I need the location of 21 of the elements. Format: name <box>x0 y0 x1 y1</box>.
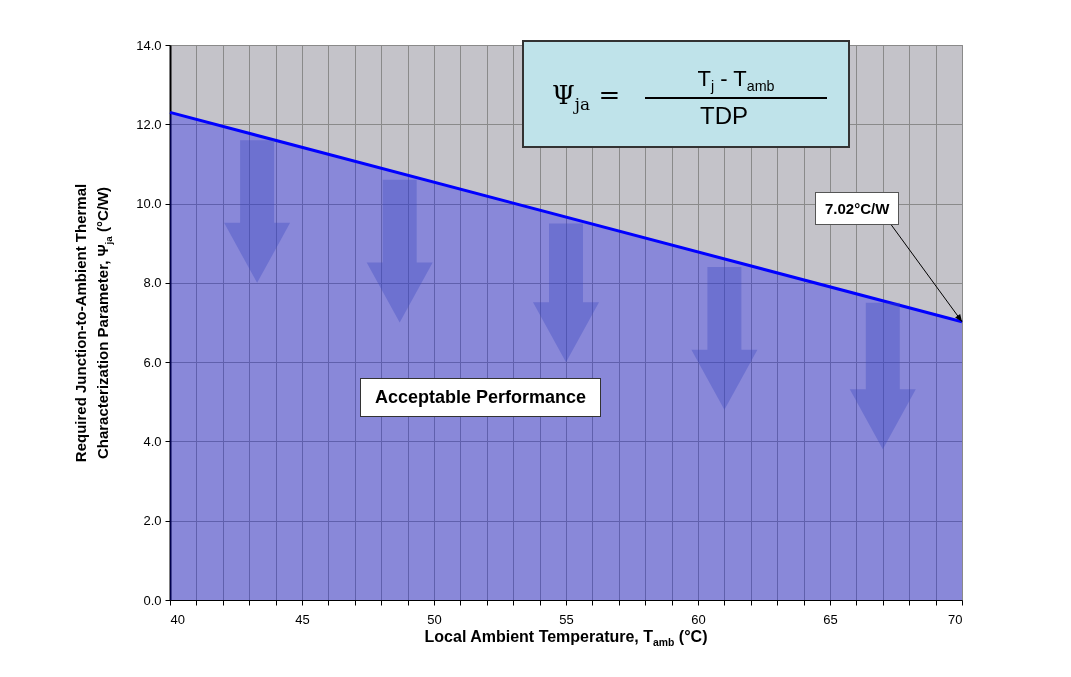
y-tick-label: 6.0 <box>143 354 162 370</box>
annotation: T$_{j}$ - T$_{amb}$ <box>697 66 775 95</box>
y-tick-label: 4.0 <box>143 433 162 449</box>
x-tick-label: 65 <box>823 611 838 627</box>
annotation: Acceptable Performance <box>360 378 602 417</box>
x-tick-label: 50 <box>427 611 442 627</box>
y-tick-label: 12.0 <box>136 116 162 132</box>
y-tick-label: 14.0 <box>136 37 162 53</box>
y-tick-label: 10.0 <box>136 196 162 212</box>
x-tick-label: 45 <box>295 611 310 627</box>
annotation: Ψ$_{ja}$ = <box>552 80 621 115</box>
y-tick-label: 2.0 <box>143 513 162 529</box>
x-axis-title: Local Ambient Temperature, T$_{amb}$ (°C) <box>424 628 708 649</box>
annotation: TDP <box>700 102 748 130</box>
x-tick-label: 55 <box>559 611 574 627</box>
x-tick-label: 60 <box>691 611 706 627</box>
x-tick-label: 40 <box>170 611 185 627</box>
y-tick-label: 0.0 <box>143 592 162 608</box>
x-tick-label: 70 <box>948 611 963 627</box>
annotation: 7.02°C/W <box>815 192 900 225</box>
y-tick-label: 8.0 <box>143 275 162 291</box>
